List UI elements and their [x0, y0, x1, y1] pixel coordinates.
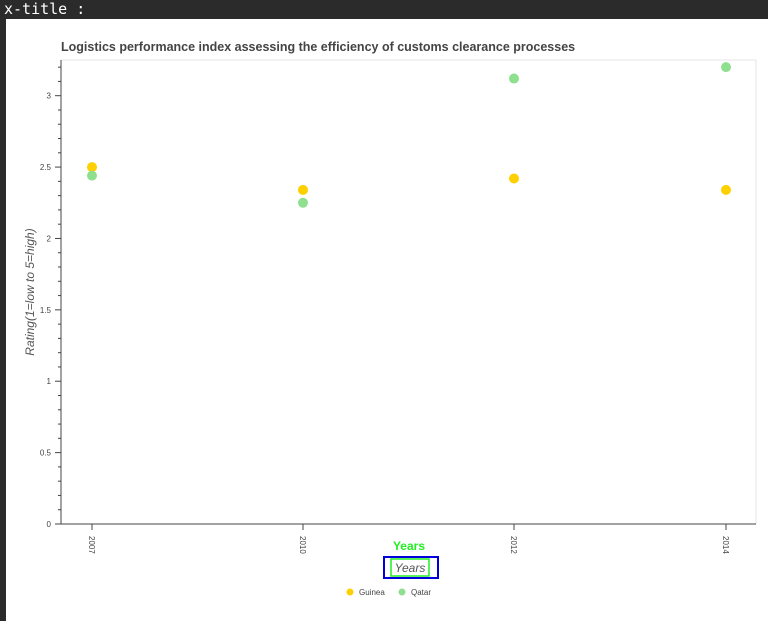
x-axis-label: Years [393, 539, 425, 553]
legend: Guinea Qatar [346, 588, 431, 597]
cell-header: x-title : [0, 0, 768, 19]
x-tick-label: 2012 [509, 536, 518, 554]
y-axis-label: Rating(1=low to 5=high) [23, 228, 37, 355]
legend-marker-qatar [398, 588, 406, 596]
y-tick-label: 2.5 [40, 163, 52, 172]
point-guinea [509, 173, 519, 184]
x-title-input-text[interactable]: Years [395, 561, 426, 575]
x-tick-label: 2010 [298, 536, 307, 554]
point-qatar [87, 170, 97, 181]
point-qatar [298, 197, 308, 208]
point-guinea [298, 184, 308, 195]
x-title-editor-outline[interactable] [383, 556, 439, 579]
legend-label-qatar: Qatar [411, 588, 431, 597]
point-guinea [721, 184, 731, 195]
point-qatar [721, 62, 731, 73]
x-tick-label: 2007 [87, 536, 96, 554]
y-tick-label: 0 [47, 520, 52, 529]
x-title-input-outline[interactable] [390, 558, 430, 577]
y-ticks: 0 0.5 1 1.5 2 2.5 3 [40, 66, 61, 529]
chart-panel: Logistics performance index assessing th… [6, 19, 768, 621]
point-qatar [509, 73, 519, 84]
y-tick-label: 3 [47, 92, 52, 101]
legend-marker-guinea [346, 588, 354, 596]
chart-title: Logistics performance index assessing th… [61, 40, 575, 54]
x-ticks: 2007 2010 2012 2014 [87, 524, 730, 554]
plot-frame [60, 59, 757, 525]
legend-label-guinea: Guinea [359, 588, 385, 597]
x-tick-label: 2014 [721, 536, 730, 554]
data-points [87, 62, 731, 208]
y-tick-label: 2 [47, 234, 52, 243]
point-guinea [87, 162, 97, 173]
y-tick-label: 0.5 [40, 449, 52, 458]
y-tick-label: 1.5 [40, 306, 52, 315]
scatter-chart: Logistics performance index assessing th… [23, 40, 757, 597]
y-tick-label: 1 [47, 377, 52, 386]
